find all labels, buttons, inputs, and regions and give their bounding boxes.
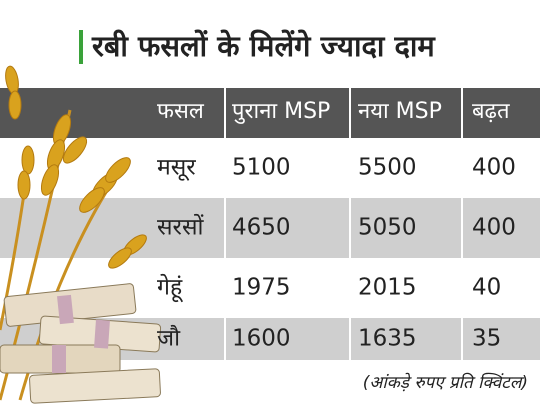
table-cell: 5050 <box>358 215 417 241</box>
crop-name: जौ <box>157 325 181 352</box>
table-cell: 400 <box>472 215 516 241</box>
crop-name: सरसों <box>157 214 205 241</box>
table-cell: 5100 <box>232 155 291 181</box>
table-cell: 1600 <box>232 326 291 352</box>
table-cell: 5500 <box>358 155 417 181</box>
table-cell: 1635 <box>358 326 417 352</box>
table-cell: 35 <box>472 326 501 352</box>
crop-name: मसूर <box>157 155 196 182</box>
table: फसल पुराना MSP नया MSP बढ़त मसूर 5100 5500 400 स… <box>157 99 516 352</box>
title-accent <box>79 30 83 64</box>
header-band <box>0 88 540 138</box>
table-cell: 2015 <box>358 275 417 301</box>
crop-name: गेहूं <box>157 274 184 303</box>
column-header: फसल <box>157 99 205 124</box>
table-cell: 400 <box>472 155 516 181</box>
column-header: पुराना MSP <box>232 99 330 124</box>
table-cell: 40 <box>472 275 501 301</box>
money-bundles <box>0 283 162 404</box>
table-cell: 4650 <box>232 215 291 241</box>
title: रबी फसलों के मिलेंगे ज्यादा दाम <box>91 29 436 63</box>
column-header: बढ़त <box>472 99 510 124</box>
column-header: नया MSP <box>358 99 442 124</box>
footnote: (आंकड़े रुपए प्रति क्विंटल) <box>363 372 528 393</box>
column-dividers <box>224 88 463 360</box>
table-cell: 1975 <box>232 275 291 301</box>
